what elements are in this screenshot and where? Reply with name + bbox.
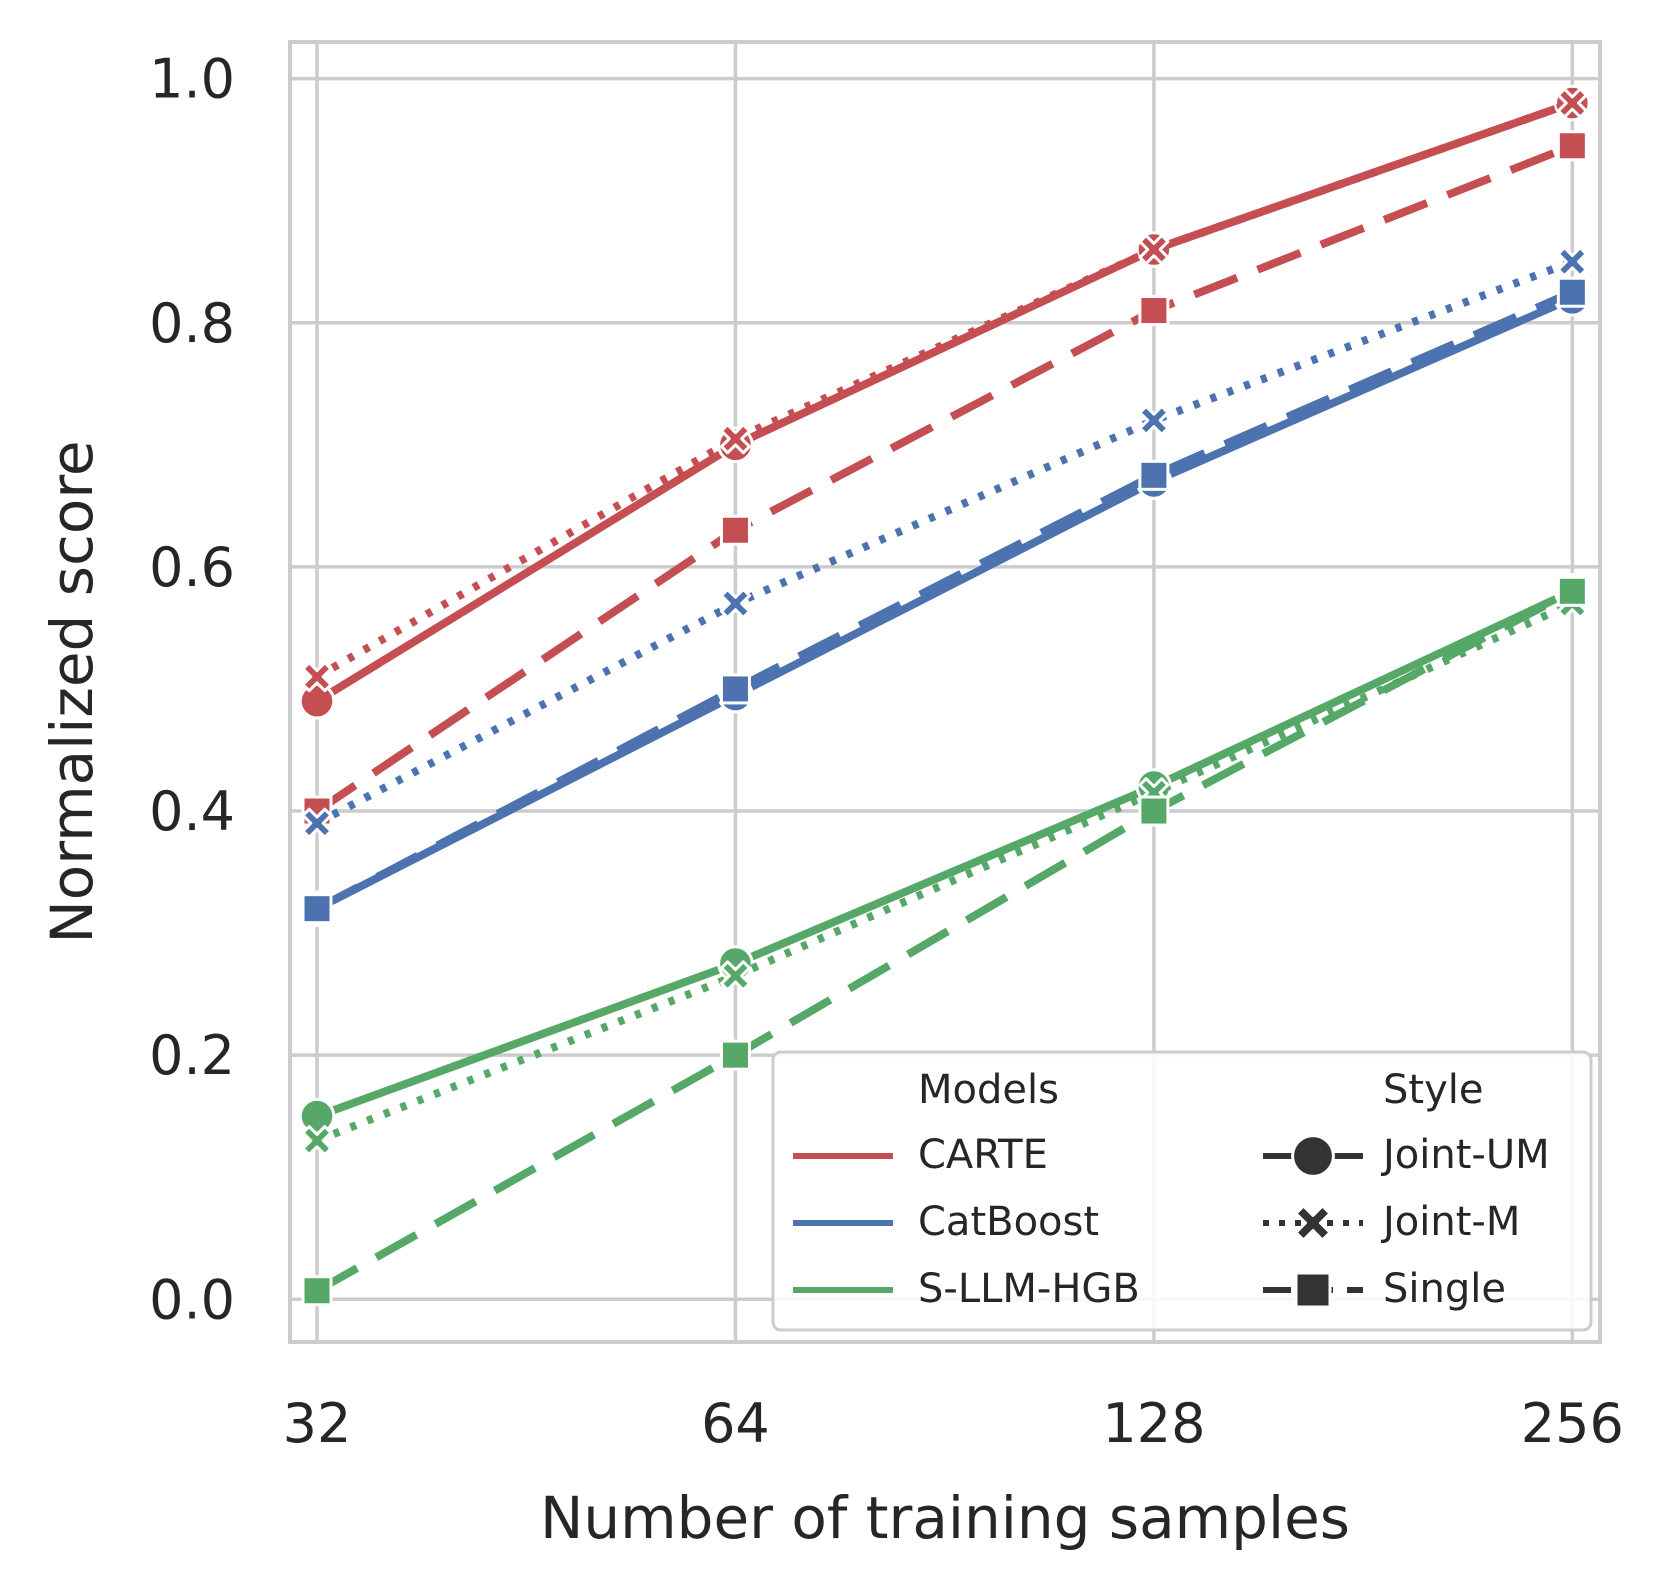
- data-point: [1556, 575, 1588, 607]
- legend-label: CARTE: [918, 1132, 1048, 1178]
- series-line: [315, 288, 1574, 913]
- y-tick-label: 0.6: [149, 536, 235, 599]
- data-point: [720, 423, 751, 455]
- data-point: [298, 682, 336, 720]
- legend-styles: Joint-UM Joint-M Single: [1263, 1132, 1550, 1312]
- data-point: [1138, 295, 1170, 327]
- data-point: [1138, 234, 1170, 265]
- legend-item-joint-m: Joint-M: [1263, 1199, 1520, 1245]
- series-carte-joint-m: [301, 87, 1588, 693]
- x-tick-label: 256: [1521, 1392, 1624, 1455]
- data-point: [1556, 276, 1588, 308]
- legend-item-single: Single: [1263, 1266, 1506, 1312]
- x-tick-label: 128: [1102, 1392, 1205, 1455]
- legend-models: CARTE CatBoost S-LLM-HGB: [793, 1132, 1140, 1312]
- data-point: [719, 1039, 751, 1071]
- x-tick-label: 64: [701, 1392, 770, 1455]
- legend-label: Joint-UM: [1380, 1132, 1550, 1178]
- series-line: [315, 257, 1574, 827]
- plot-frame: [288, 40, 1602, 1344]
- data-point: [720, 588, 751, 619]
- y-tick-labels: 0.0 0.2 0.4 0.6 0.8 1.0: [149, 48, 235, 1332]
- legend-style-title: Style: [1383, 1067, 1483, 1113]
- legend-label: CatBoost: [918, 1199, 1099, 1245]
- series-catboost-single: [301, 276, 1588, 925]
- y-axis-label: Normalized score: [38, 440, 106, 943]
- legend-box: [771, 1050, 1593, 1332]
- series-line: [315, 587, 1574, 1120]
- series-line: [314, 142, 1574, 815]
- data-point: [1138, 404, 1170, 436]
- data-point: [301, 807, 333, 839]
- legend-item-catboost: CatBoost: [793, 1199, 1099, 1245]
- data-point: [719, 514, 751, 546]
- x-axis-label: Number of training samples: [540, 1484, 1350, 1552]
- data-point: [298, 1097, 336, 1135]
- legend-models-title: Models: [918, 1067, 1059, 1113]
- legend-marker: [1294, 1271, 1332, 1309]
- series-layer: [298, 84, 1591, 1307]
- legend-label: S-LLM-HGB: [918, 1266, 1140, 1312]
- data-point: [301, 1125, 333, 1157]
- data-point: [301, 661, 333, 693]
- series-carte-single: [301, 130, 1588, 827]
- y-tick-label: 0.4: [149, 780, 235, 843]
- legend-item-s-llm-hgb: S-LLM-HGB: [793, 1266, 1140, 1312]
- y-tick-label: 0.0: [149, 1268, 235, 1331]
- data-point: [1138, 795, 1170, 827]
- series-line: [315, 587, 1575, 1295]
- legend: Models Style CARTE CatBoost S-LLM-HGB Join…: [771, 1050, 1593, 1332]
- series-line: [314, 99, 1574, 705]
- data-point: [720, 960, 751, 992]
- legend-item-joint-um: Joint-UM: [1263, 1132, 1550, 1178]
- series-catboost-joint-m: [301, 246, 1588, 839]
- y-tick-label: 1.0: [149, 48, 235, 111]
- y-tick-label: 0.8: [149, 292, 235, 355]
- data-point: [1556, 130, 1588, 162]
- legend-marker: [1294, 1204, 1332, 1242]
- y-tick-label: 0.2: [149, 1024, 235, 1087]
- x-tick-label: 32: [283, 1392, 352, 1455]
- legend-marker: [1291, 1134, 1335, 1178]
- data-point: [301, 1275, 333, 1307]
- legend-label: Joint-M: [1380, 1199, 1520, 1245]
- data-point: [719, 673, 751, 705]
- series-line: [315, 599, 1574, 1145]
- data-point: [1556, 246, 1588, 278]
- data-point: [301, 893, 333, 925]
- x-tick-labels: 32 64 128 256: [283, 1392, 1624, 1455]
- data-point: [1138, 459, 1170, 491]
- legend-label: Single: [1383, 1266, 1506, 1312]
- series-s-llm-hgb-single: [301, 575, 1588, 1307]
- data-point: [1556, 87, 1588, 119]
- legend-item-carte: CARTE: [793, 1132, 1048, 1178]
